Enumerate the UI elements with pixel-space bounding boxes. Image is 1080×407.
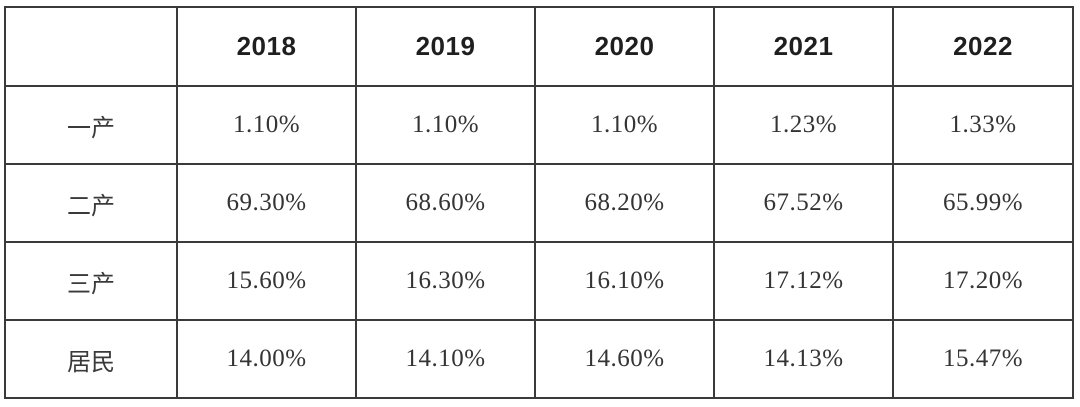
- value-cell: 16.10%: [534, 241, 715, 321]
- yearly-share-table: 2018 2019 2020 2021 2022 一产 1.10% 1.10% …: [4, 6, 1074, 399]
- table-row-secondary-industry: 二产 69.30% 68.60% 68.20% 67.52% 65.99%: [4, 163, 1074, 243]
- value-cell: 1.23%: [713, 85, 894, 165]
- value-cell: 15.47%: [892, 319, 1074, 399]
- row-label: 二产: [4, 163, 178, 243]
- year-header-2018: 2018: [176, 6, 357, 87]
- value-cell: 67.52%: [713, 163, 894, 243]
- corner-cell: [4, 6, 178, 87]
- value-cell: 65.99%: [892, 163, 1074, 243]
- value-cell: 17.12%: [713, 241, 894, 321]
- value-cell: 1.10%: [534, 85, 715, 165]
- value-cell: 14.00%: [176, 319, 357, 399]
- table-row-primary-industry: 一产 1.10% 1.10% 1.10% 1.23% 1.33%: [4, 85, 1074, 165]
- row-label: 三产: [4, 241, 178, 321]
- value-cell: 68.60%: [355, 163, 536, 243]
- value-cell: 68.20%: [534, 163, 715, 243]
- value-cell: 14.13%: [713, 319, 894, 399]
- table-row-residents: 居民 14.00% 14.10% 14.60% 14.13% 15.47%: [4, 319, 1074, 399]
- value-cell: 14.10%: [355, 319, 536, 399]
- year-header-2019: 2019: [355, 6, 536, 87]
- year-header-2022: 2022: [892, 6, 1074, 87]
- year-header-2020: 2020: [534, 6, 715, 87]
- value-cell: 1.10%: [176, 85, 357, 165]
- value-cell: 16.30%: [355, 241, 536, 321]
- value-cell: 1.33%: [892, 85, 1074, 165]
- value-cell: 1.10%: [355, 85, 536, 165]
- value-cell: 14.60%: [534, 319, 715, 399]
- table-row-tertiary-industry: 三产 15.60% 16.30% 16.10% 17.12% 17.20%: [4, 241, 1074, 321]
- header-row: 2018 2019 2020 2021 2022: [4, 6, 1074, 87]
- row-label: 一产: [4, 85, 178, 165]
- value-cell: 69.30%: [176, 163, 357, 243]
- row-label: 居民: [4, 319, 178, 399]
- value-cell: 15.60%: [176, 241, 357, 321]
- value-cell: 17.20%: [892, 241, 1074, 321]
- year-header-2021: 2021: [713, 6, 894, 87]
